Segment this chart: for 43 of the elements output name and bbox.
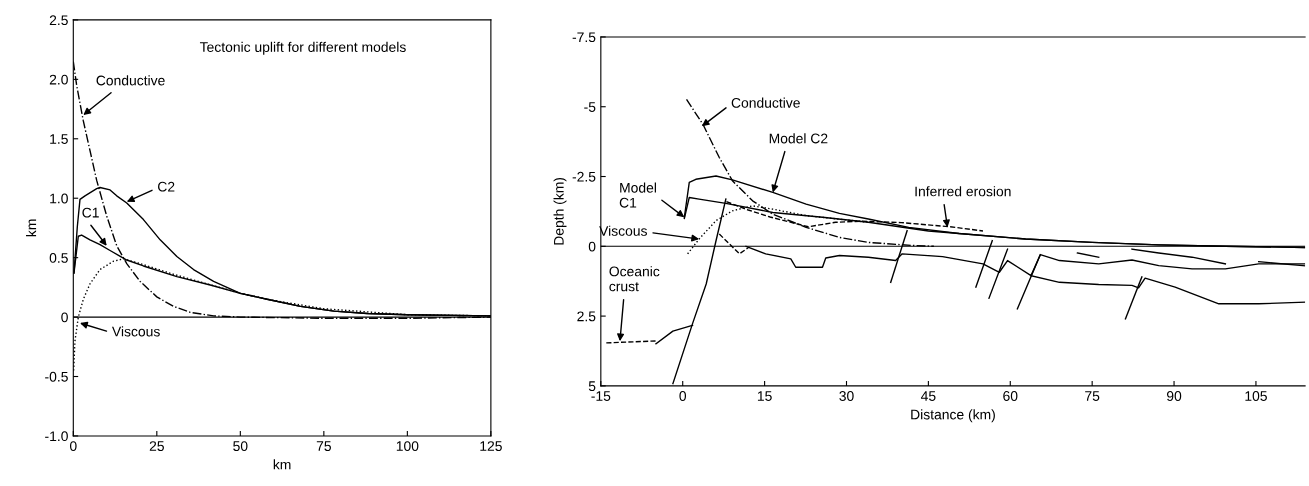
x-axis-title: Distance (km) (911, 409, 995, 423)
y-tick-label: 1.5 (50, 134, 68, 144)
x-tick-label: 60 (1003, 391, 1018, 401)
x-tick-label: 0 (69, 441, 77, 451)
x-tick-label: 15 (757, 391, 772, 401)
y-tick-label: 1.0 (50, 193, 68, 204)
y-tick-label: 0.5 (49, 252, 68, 263)
y-tick-label: -7.5 (572, 32, 596, 43)
x-tick-label: 75 (1085, 391, 1100, 401)
x-tick-label: 0 (679, 391, 687, 401)
y-tick-label: 2.5 (49, 15, 68, 26)
y-tick-label: 2.0 (49, 74, 68, 85)
y-axis-title: Depth (km) (553, 177, 567, 245)
annotation: C1 (82, 207, 99, 218)
annotation: Conductive (731, 97, 800, 108)
y-tick-label: 0 (61, 312, 68, 323)
y-tick-label: 5 (588, 381, 596, 392)
x-tick-label: 90 (1166, 391, 1182, 401)
x-tick-label: 75 (316, 441, 331, 451)
annotation: C2 (158, 181, 175, 192)
x-tick-label: 45 (920, 391, 936, 401)
x-tick-label: -15 (591, 391, 611, 401)
x-tick-label: 25 (149, 441, 164, 451)
annotation: Model C1 (619, 182, 656, 208)
annotation: Oceanic crust (609, 266, 660, 292)
annotation: Model C2 (769, 133, 828, 144)
y-tick-label: 0 (588, 241, 596, 252)
y-axis-title: km (26, 219, 37, 237)
annotation: Inferred erosion (915, 186, 1011, 197)
x-tick-label: 30 (839, 391, 854, 401)
x-tick-label: 100 (396, 441, 419, 451)
text: Tectonic uplift for different models (199, 41, 406, 55)
y-tick-label: -5 (584, 102, 596, 112)
x-axis-title: km (273, 459, 291, 470)
annotation: Conductive (96, 75, 165, 86)
y-tick-label: 2.5 (577, 311, 596, 322)
y-tick-label: -1.0 (45, 431, 68, 442)
x-tick-label: 125 (480, 441, 502, 451)
x-tick-label: 50 (233, 441, 248, 451)
annotation: Viscous (111, 326, 160, 337)
y-tick-label: -0.5 (45, 371, 68, 382)
x-tick-label: 105 (1245, 391, 1267, 401)
y-tick-label: -2.5 (572, 171, 596, 182)
